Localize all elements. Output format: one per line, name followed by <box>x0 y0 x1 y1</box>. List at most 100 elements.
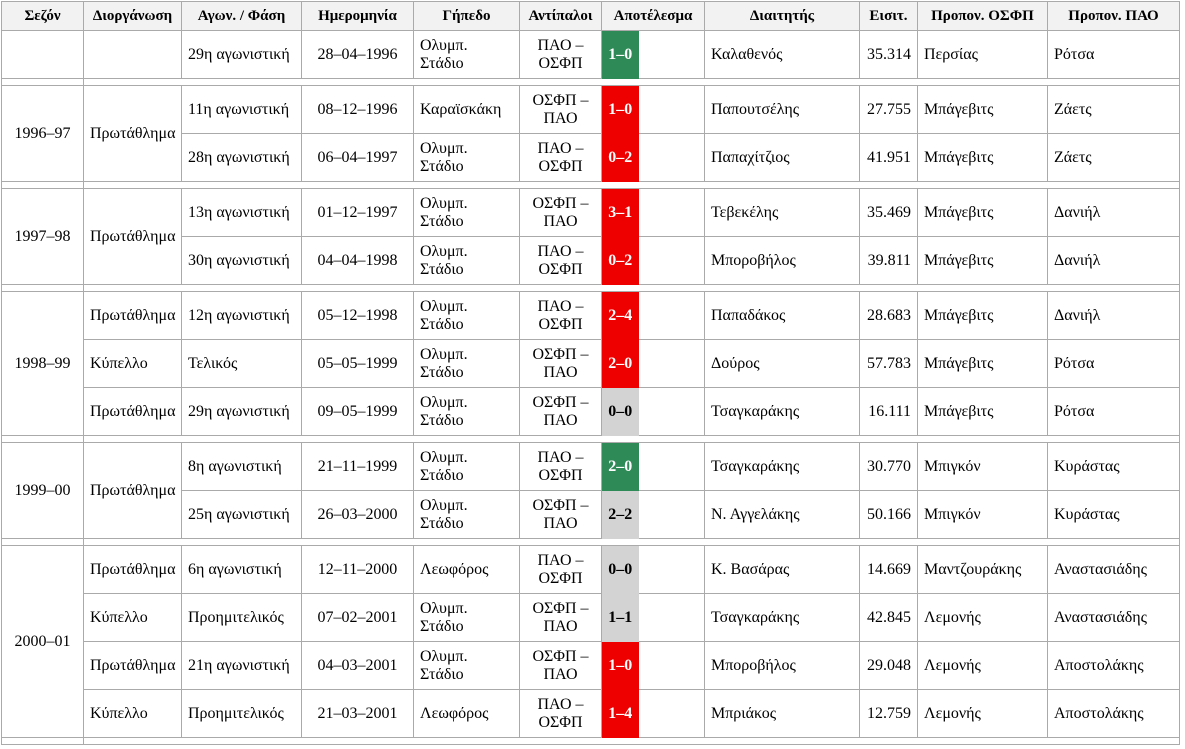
score-cell: 2–0 <box>601 339 639 388</box>
date-cell: 08–12–1996 <box>301 85 414 134</box>
score-cell: 1–0 <box>601 85 639 134</box>
score-cell: 1–0 <box>601 641 639 690</box>
competition-cell: Κύπελλο <box>83 689 182 738</box>
season-cell: 1998–99 <box>1 291 84 436</box>
venue-cell: Καραϊσκάκη <box>413 85 520 134</box>
attendance-cell: 14.669 <box>859 545 918 594</box>
col-header-referee: Διαιτητής <box>704 1 860 31</box>
referee-cell: Δούρος <box>704 339 860 388</box>
referee-cell: Παπαχίτζιος <box>704 133 860 182</box>
match-row: Κύπελλο Τελικός 05–05–1999 Ολυμπ. Στάδιο… <box>2 339 1180 388</box>
score-filler-cell <box>638 133 705 182</box>
stage-cell: 21η αγωνιστική <box>181 641 302 690</box>
coach-pao-cell: Ζάετς <box>1047 85 1180 134</box>
venue-cell: Ολυμπ. Στάδιο <box>413 490 520 539</box>
date-cell: 28–04–1996 <box>301 30 414 79</box>
opponents-cell: ΠΑΟ – ΟΣΦΠ <box>519 236 602 285</box>
venue-cell: Ολυμπ. Στάδιο <box>413 291 520 340</box>
competition-cell: Κύπελλο <box>83 339 182 388</box>
date-cell: 21–11–1999 <box>301 442 414 491</box>
venue-cell: Λεωφόρος <box>413 689 520 738</box>
season-cell: 1997–98 <box>1 188 84 285</box>
spacer-cell <box>1 284 84 292</box>
coach-pao-cell: Δανιήλ <box>1047 236 1180 285</box>
referee-cell: Μπριάκος <box>704 689 860 738</box>
referee-cell: Τεβεκέλης <box>704 188 860 237</box>
referee-cell: Μποροβήλος <box>704 236 860 285</box>
stage-cell: 28η αγωνιστική <box>181 133 302 182</box>
coach-pao-cell: Κυράστας <box>1047 490 1180 539</box>
coach-osfp-cell: Λεμονής <box>917 689 1048 738</box>
score-cell: 0–0 <box>601 387 639 436</box>
group-spacer-row <box>1 284 1180 292</box>
referee-cell: Τσαγκαράκης <box>704 387 860 436</box>
score-filler-cell <box>638 490 705 539</box>
season-cell: 2000–01 <box>1 545 84 738</box>
season-cell: 1996–97 <box>1 85 84 182</box>
coach-pao-cell: Δανιήλ <box>1047 291 1180 340</box>
date-cell: 04–04–1998 <box>301 236 414 285</box>
coach-pao-cell: Ρότσα <box>1047 339 1180 388</box>
coach-pao-cell: Ρότσα <box>1047 30 1180 79</box>
group-spacer-row <box>1 538 1180 546</box>
match-row: 25η αγωνιστική 26–03–2000 Ολυμπ. Στάδιο … <box>2 490 1180 539</box>
score-filler-cell <box>638 387 705 436</box>
competition-cell <box>83 30 182 79</box>
opponents-cell: ΠΑΟ – ΟΣΦΠ <box>519 133 602 182</box>
coach-osfp-cell: Μπιγκόν <box>917 442 1048 491</box>
opponents-cell: ΟΣΦΠ – ΠΑΟ <box>519 387 602 436</box>
col-header-venue: Γήπεδο <box>413 1 520 31</box>
score-cell: 1–4 <box>601 689 639 738</box>
competition-cell: Πρωτάθλημα <box>83 641 182 690</box>
opponents-cell: ΟΣΦΠ – ΠΑΟ <box>519 188 602 237</box>
venue-cell: Ολυμπ. Στάδιο <box>413 387 520 436</box>
attendance-cell: 57.783 <box>859 339 918 388</box>
date-cell: 05–05–1999 <box>301 339 414 388</box>
match-row: 1998–99 Πρωτάθλημα 12η αγωνιστική 05–12–… <box>1 291 1180 436</box>
match-row: 28η αγωνιστική 06–04–1997 Ολυμπ. Στάδιο … <box>2 133 1180 182</box>
competition-cell: Πρωτάθλημα <box>83 85 182 182</box>
coach-pao-cell: Αποστολάκης <box>1047 689 1180 738</box>
col-header-opponents: Αντίπαλοι <box>519 1 602 31</box>
opponents-cell: ΠΑΟ – ΟΣΦΠ <box>519 442 602 491</box>
score-cell: 2–0 <box>601 442 639 491</box>
spacer-cell <box>83 538 1180 546</box>
referee-cell: Τσαγκαράκης <box>704 442 860 491</box>
season-cell: 1999–00 <box>1 442 84 539</box>
competition-cell: Κύπελλο <box>83 593 182 642</box>
score-filler-cell <box>638 188 705 237</box>
spacer-cell <box>1 78 84 86</box>
spacer-cell <box>1 737 84 745</box>
group-spacer-row <box>1 435 1180 443</box>
coach-pao-cell: Δανιήλ <box>1047 188 1180 237</box>
opponents-cell: ΠΑΟ – ΟΣΦΠ <box>519 545 602 594</box>
attendance-cell: 39.811 <box>859 236 918 285</box>
attendance-cell: 42.845 <box>859 593 918 642</box>
coach-osfp-cell: Μπάγεβιτς <box>917 387 1048 436</box>
coach-osfp-cell: Μπάγεβιτς <box>917 85 1048 134</box>
competition-cell: Πρωτάθλημα <box>83 387 182 436</box>
col-header-coach-osfp: Προπον. ΟΣΦΠ <box>917 1 1048 31</box>
stage-cell: 29η αγωνιστική <box>181 387 302 436</box>
date-cell: 09–05–1999 <box>301 387 414 436</box>
match-row: Κύπελλο Προημιτελικός 07–02–2001 Ολυμπ. … <box>2 593 1180 642</box>
group-spacer-row <box>1 78 1180 86</box>
score-filler-cell <box>638 442 705 491</box>
match-row: 2000–01 Πρωτάθλημα 6η αγωνιστική 12–11–2… <box>1 545 1180 738</box>
stage-cell: 25η αγωνιστική <box>181 490 302 539</box>
stage-cell: 13η αγωνιστική <box>181 188 302 237</box>
coach-pao-cell: Ζάετς <box>1047 133 1180 182</box>
coach-osfp-cell: Λεμονής <box>917 641 1048 690</box>
attendance-cell: 30.770 <box>859 442 918 491</box>
stage-cell: Προημιτελικός <box>181 593 302 642</box>
spacer-cell <box>83 737 1180 745</box>
score-cell: 0–0 <box>601 545 639 594</box>
venue-cell: Ολυμπ. Στάδιο <box>413 133 520 182</box>
date-cell: 06–04–1997 <box>301 133 414 182</box>
score-filler-cell <box>638 291 705 340</box>
opponents-cell: ΟΣΦΠ – ΠΑΟ <box>519 490 602 539</box>
coach-pao-cell: Αναστασιάδης <box>1047 593 1180 642</box>
date-cell: 07–02–2001 <box>301 593 414 642</box>
stage-cell: 30η αγωνιστική <box>181 236 302 285</box>
